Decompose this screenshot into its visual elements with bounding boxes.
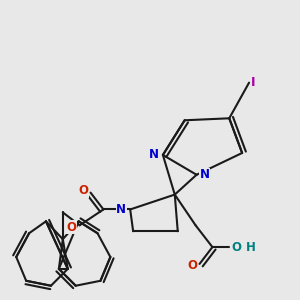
Text: H: H xyxy=(246,241,256,254)
Text: N: N xyxy=(149,148,159,161)
Text: O: O xyxy=(79,184,88,197)
Text: N: N xyxy=(116,203,126,216)
Text: O: O xyxy=(67,221,77,234)
Text: O: O xyxy=(231,241,241,254)
Text: N: N xyxy=(200,168,209,181)
Text: O: O xyxy=(188,260,198,272)
Text: I: I xyxy=(251,76,256,89)
